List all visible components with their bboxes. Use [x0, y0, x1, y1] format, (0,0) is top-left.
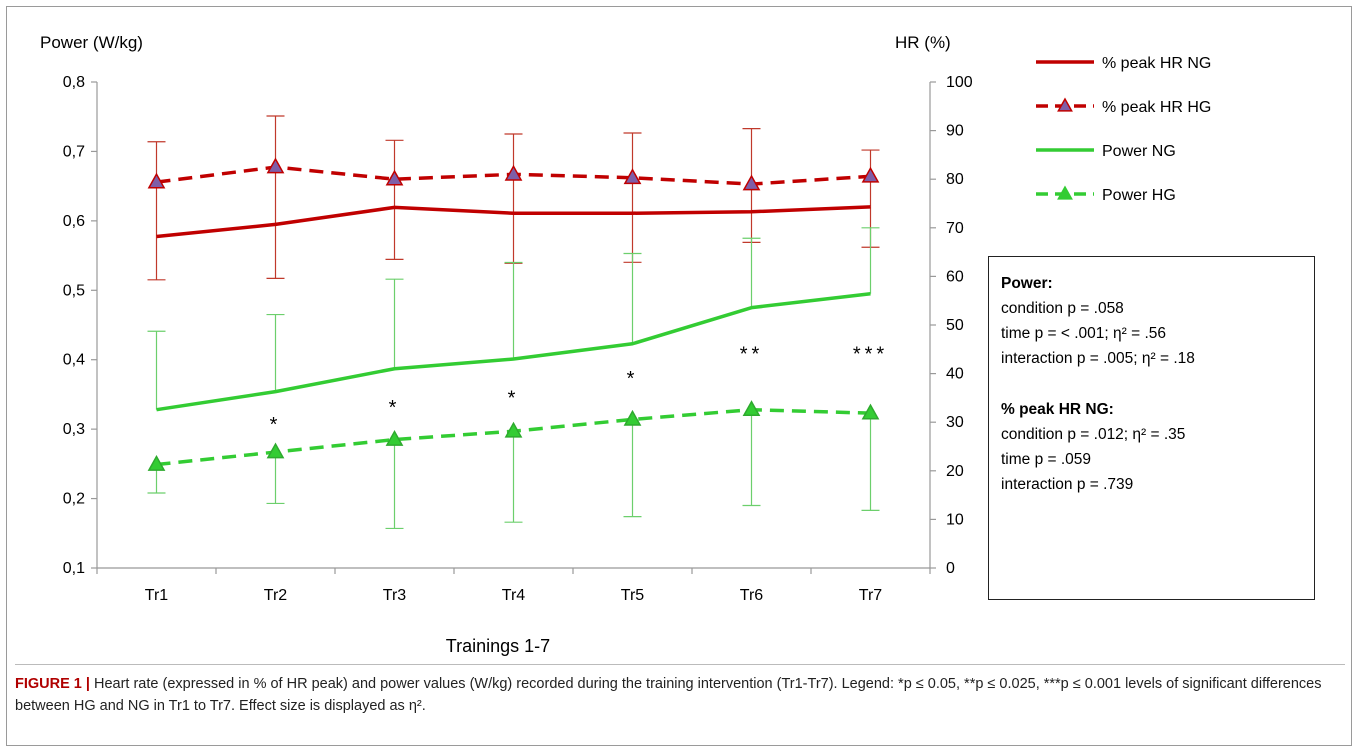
- legend-swatch-marker: [1057, 97, 1073, 112]
- series-marker: [623, 409, 642, 426]
- statistics-box: Power: condition p = .058 time p = < .00…: [988, 256, 1315, 600]
- significance-mark: *: [627, 368, 639, 390]
- series-marker: [742, 174, 761, 191]
- series-marker: [385, 169, 404, 186]
- y-left-tick-label: 0,4: [63, 352, 85, 369]
- y-right-axis-title: HR (%): [895, 33, 951, 52]
- series-marker: [861, 166, 880, 183]
- x-tick-label: Tr6: [740, 587, 764, 604]
- series-marker: [266, 442, 285, 459]
- hr-stat-line: time p = .059: [1001, 451, 1092, 468]
- legend-label: % peak HR HG: [1102, 99, 1211, 116]
- y-left-axis-title: Power (W/kg): [40, 33, 143, 52]
- axes: 0,1 0,2 0,3 0,4 0,5 0,6 0,7 0,8 0 10 20 30 40 50 60 70 8…: [63, 74, 973, 604]
- x-tick-label: Tr1: [145, 587, 169, 604]
- caption-label: FIGURE 1 |: [15, 676, 90, 692]
- x-tick-label: Tr4: [502, 587, 526, 604]
- series-marker: [147, 172, 166, 189]
- power-stat-line: time p = < .001; η² = .56: [1001, 325, 1167, 342]
- significance-marks: ** **** ***: [270, 344, 888, 436]
- significance-mark: *: [270, 414, 282, 436]
- series-marker: [147, 455, 166, 471]
- significance-mark: **: [740, 344, 764, 366]
- figure-caption: FIGURE 1 | Heart rate (expressed in % of…: [15, 664, 1345, 717]
- y-right-tick-label: 10: [946, 511, 964, 528]
- figure-frame: [6, 6, 1352, 746]
- y-left-tick-label: 0,2: [63, 491, 85, 508]
- series-marker: [861, 403, 880, 420]
- y-right-tick-label: 100: [946, 74, 973, 91]
- series-line: [156, 205, 871, 239]
- y-right-tick-label: 90: [946, 123, 964, 140]
- significance-mark: *: [508, 387, 520, 409]
- y-left-tick-label: 0,3: [63, 421, 85, 438]
- y-right-tick-label: 60: [946, 268, 964, 285]
- x-axis-title: Trainings 1-7: [446, 636, 550, 656]
- legend-label: Power HG: [1102, 187, 1176, 204]
- caption-text: Heart rate (expressed in % of HR peak) a…: [15, 676, 1322, 714]
- series-line: [156, 292, 871, 412]
- significance-mark: ***: [853, 344, 888, 366]
- power-stat-line: interaction p = .005; η² = .18: [1001, 350, 1195, 367]
- legend-label: Power NG: [1102, 143, 1176, 160]
- y-left-tick-label: 0,1: [63, 560, 85, 577]
- y-right-tick-label: 20: [946, 463, 964, 480]
- y-left-tick-label: 0,5: [63, 282, 85, 299]
- y-right-tick-label: 0: [946, 560, 955, 577]
- y-right-tick-label: 40: [946, 366, 964, 383]
- y-left-tick-label: 0,8: [63, 74, 85, 91]
- series-markers: [147, 157, 880, 471]
- y-left-tick-label: 0,7: [63, 143, 85, 160]
- y-left-tick-label: 0,6: [63, 213, 85, 230]
- hr-stat-line: condition p = .012; η² = .35: [1001, 426, 1186, 443]
- error-bars: [147, 115, 880, 530]
- y-right-tick-label: 50: [946, 317, 964, 334]
- y-right-tick-label: 70: [946, 220, 964, 237]
- series-marker: [385, 430, 404, 446]
- power-stats-title: Power:: [1001, 275, 1053, 292]
- x-tick-label: Tr3: [383, 587, 407, 604]
- x-tick-label: Tr7: [859, 587, 883, 604]
- series-marker: [742, 400, 761, 417]
- series-marker: [504, 164, 523, 181]
- hr-stats-title: % peak HR NG:: [1001, 401, 1114, 418]
- legend-swatch-marker: [1057, 185, 1073, 200]
- legend: % peak HR NG % peak HR HG Power NG Power HG: [1036, 55, 1211, 204]
- x-tick-label: Tr5: [621, 587, 645, 604]
- x-tick-label: Tr2: [264, 587, 288, 604]
- power-stat-line: condition p = .058: [1001, 300, 1124, 317]
- hr-stat-line: interaction p = .739: [1001, 476, 1134, 493]
- y-right-tick-label: 80: [946, 171, 964, 188]
- series-marker: [266, 157, 285, 174]
- series-marker: [623, 168, 642, 185]
- y-right-tick-label: 30: [946, 414, 964, 431]
- legend-label: % peak HR NG: [1102, 55, 1211, 72]
- significance-mark: *: [389, 397, 401, 419]
- series-marker: [504, 421, 523, 438]
